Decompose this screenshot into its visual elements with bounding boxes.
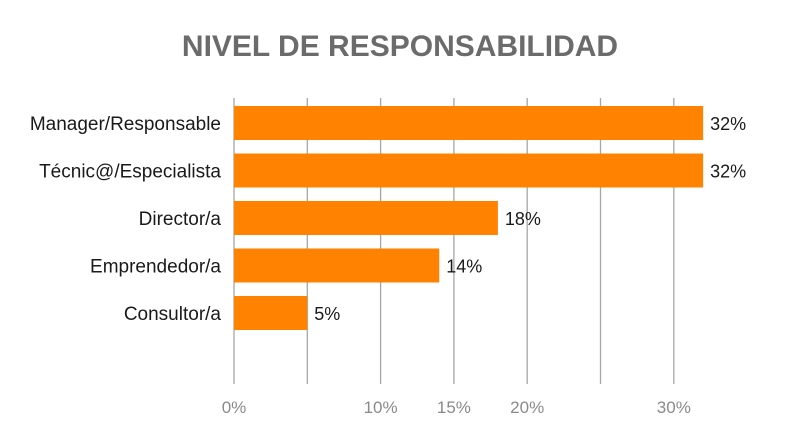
bar — [234, 153, 704, 188]
category-labels: Manager/Responsable Técnic@/Especialista D… — [30, 114, 222, 325]
bar — [234, 106, 704, 140]
value-label: 5% — [314, 304, 340, 324]
category-label: Manager/Responsable — [30, 114, 221, 135]
bar — [234, 201, 498, 235]
x-tick-label: 10% — [364, 398, 398, 417]
category-label: Director/a — [139, 209, 222, 230]
value-label: 14% — [446, 257, 482, 277]
value-label: 32% — [710, 162, 746, 182]
bar — [234, 248, 440, 283]
x-tick-label: 20% — [510, 398, 544, 417]
x-tick-label: 0% — [222, 398, 247, 417]
value-label: 32% — [710, 114, 746, 134]
x-tick-label: 15% — [437, 398, 471, 417]
chart-title: NIVEL DE RESPONSABILIDAD — [182, 30, 618, 63]
value-labels: 32% 32% 18% 14% 5% — [314, 114, 746, 324]
bars — [234, 106, 704, 330]
value-label: 18% — [505, 209, 541, 229]
x-axis-tick-labels: 0% 10% 15% 20% 30% — [222, 398, 691, 417]
category-label: Técnic@/Especialista — [39, 162, 221, 183]
x-tick-label: 30% — [657, 398, 691, 417]
category-label: Consultor/a — [124, 304, 222, 325]
gridlines — [233, 98, 675, 384]
category-label: Emprendedor/a — [90, 257, 221, 278]
bar — [234, 296, 308, 330]
